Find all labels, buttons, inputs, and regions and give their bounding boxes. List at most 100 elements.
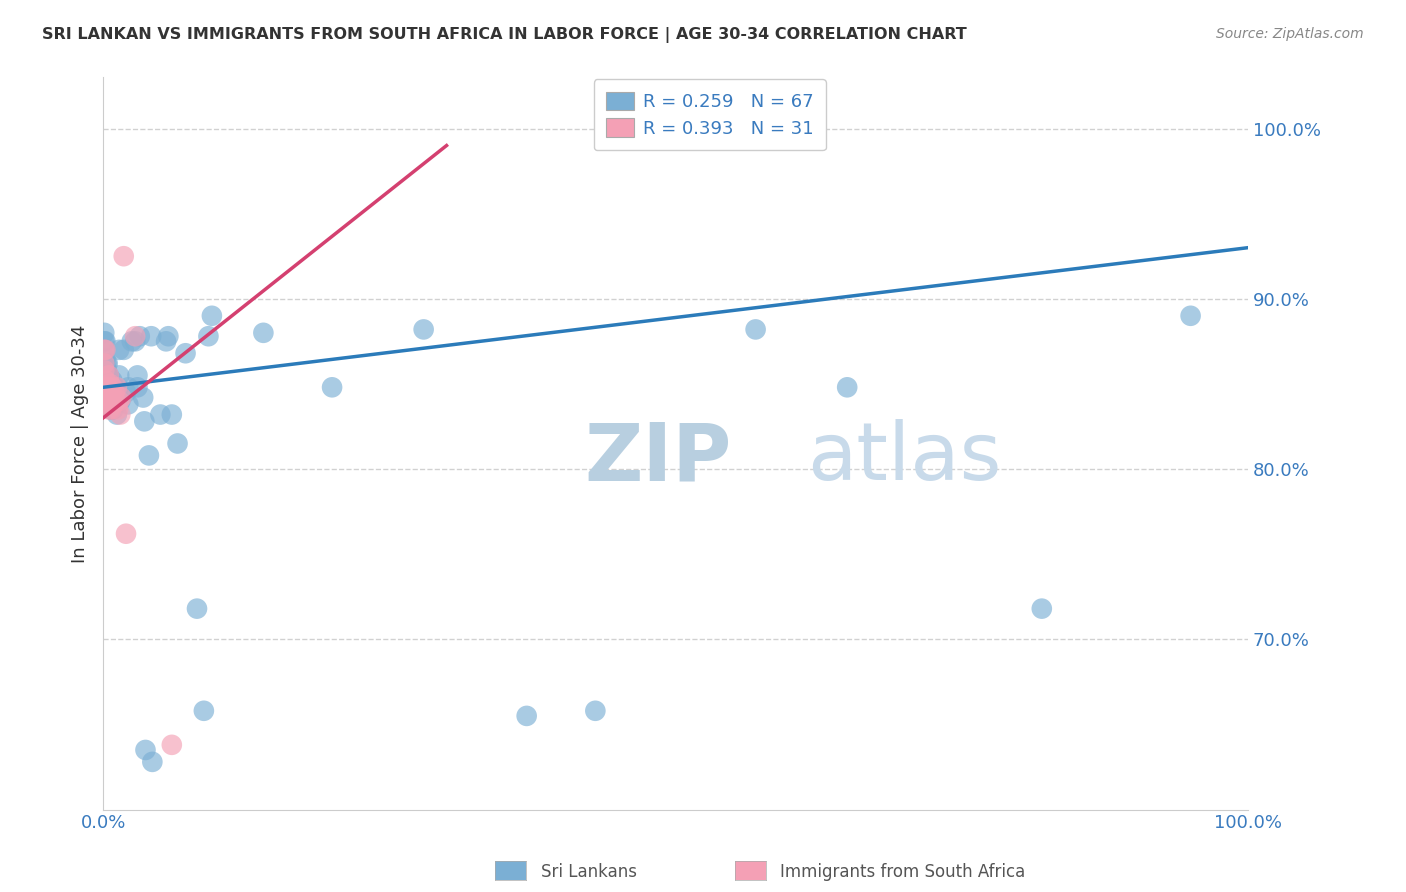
Point — [98, 393, 121, 408]
Point — [174, 346, 197, 360]
Point — [93, 356, 115, 370]
Point — [1031, 601, 1053, 615]
Point — [96, 376, 118, 391]
Point — [103, 402, 125, 417]
Point — [96, 380, 118, 394]
Point — [252, 326, 274, 340]
Point — [157, 329, 180, 343]
Point — [97, 380, 120, 394]
Point — [110, 393, 132, 408]
Point — [97, 356, 120, 370]
Point — [97, 402, 120, 417]
Point — [128, 329, 150, 343]
Point — [104, 385, 127, 400]
Point — [98, 376, 121, 391]
Point — [103, 397, 125, 411]
Point — [110, 408, 132, 422]
Point — [101, 397, 124, 411]
Point — [127, 380, 149, 394]
Point — [117, 397, 139, 411]
Point — [100, 402, 122, 417]
Point — [97, 368, 120, 383]
Point — [107, 385, 129, 400]
Point — [103, 385, 125, 400]
Legend: R = 0.259   N = 67, R = 0.393   N = 31: R = 0.259 N = 67, R = 0.393 N = 31 — [593, 79, 825, 151]
Text: atlas: atlas — [807, 419, 1001, 497]
Point — [132, 391, 155, 405]
Point — [94, 359, 117, 374]
Text: Immigrants from South Africa: Immigrants from South Africa — [780, 863, 1025, 881]
Point — [108, 368, 131, 383]
Point — [100, 380, 122, 394]
Point — [121, 334, 143, 349]
Point — [101, 380, 124, 394]
Point — [97, 380, 120, 394]
Point — [837, 380, 859, 394]
Point — [141, 755, 163, 769]
Point — [96, 393, 118, 408]
Point — [186, 601, 208, 615]
Point — [101, 385, 124, 400]
Point — [94, 343, 117, 357]
Point — [93, 343, 115, 357]
Point — [321, 380, 343, 394]
Point — [94, 385, 117, 400]
Point — [101, 374, 124, 388]
Point — [112, 249, 135, 263]
Point — [94, 351, 117, 366]
Point — [104, 393, 127, 408]
Point — [97, 368, 120, 383]
Point — [115, 385, 138, 400]
Point — [124, 334, 146, 349]
Point — [93, 343, 115, 357]
Y-axis label: In Labor Force | Age 30-34: In Labor Force | Age 30-34 — [72, 325, 89, 563]
Point — [110, 391, 132, 405]
Point — [94, 334, 117, 349]
Point — [108, 343, 131, 357]
Point — [201, 309, 224, 323]
Point — [98, 393, 121, 408]
Point — [105, 408, 128, 422]
Point — [160, 738, 183, 752]
Point — [105, 380, 128, 394]
Point — [103, 380, 125, 394]
Point — [100, 402, 122, 417]
Point — [93, 359, 115, 374]
Point — [97, 385, 120, 400]
Text: ZIP: ZIP — [583, 419, 731, 497]
Point — [107, 402, 129, 417]
Point — [117, 380, 139, 394]
Point — [94, 368, 117, 383]
Point — [103, 397, 125, 411]
Point — [100, 385, 122, 400]
Point — [166, 436, 188, 450]
Text: Source: ZipAtlas.com: Source: ZipAtlas.com — [1216, 27, 1364, 41]
Point — [115, 526, 138, 541]
Point — [108, 393, 131, 408]
Point — [103, 385, 125, 400]
Point — [93, 326, 115, 340]
Text: Sri Lankans: Sri Lankans — [541, 863, 637, 881]
Point — [98, 374, 121, 388]
Point — [583, 704, 606, 718]
Point — [96, 363, 118, 377]
Point — [97, 368, 120, 383]
Point — [138, 449, 160, 463]
Point — [160, 408, 183, 422]
Point — [516, 709, 538, 723]
Point — [744, 322, 766, 336]
Point — [93, 334, 115, 349]
Point — [149, 408, 172, 422]
Text: SRI LANKAN VS IMMIGRANTS FROM SOUTH AFRICA IN LABOR FORCE | AGE 30-34 CORRELATIO: SRI LANKAN VS IMMIGRANTS FROM SOUTH AFRI… — [42, 27, 967, 43]
Point — [93, 363, 115, 377]
Point — [112, 343, 135, 357]
Point — [193, 704, 215, 718]
Point — [101, 393, 124, 408]
Point — [94, 374, 117, 388]
Point — [412, 322, 434, 336]
Point — [124, 329, 146, 343]
Point — [141, 329, 163, 343]
Point — [155, 334, 177, 349]
Point — [197, 329, 219, 343]
Point — [97, 385, 120, 400]
